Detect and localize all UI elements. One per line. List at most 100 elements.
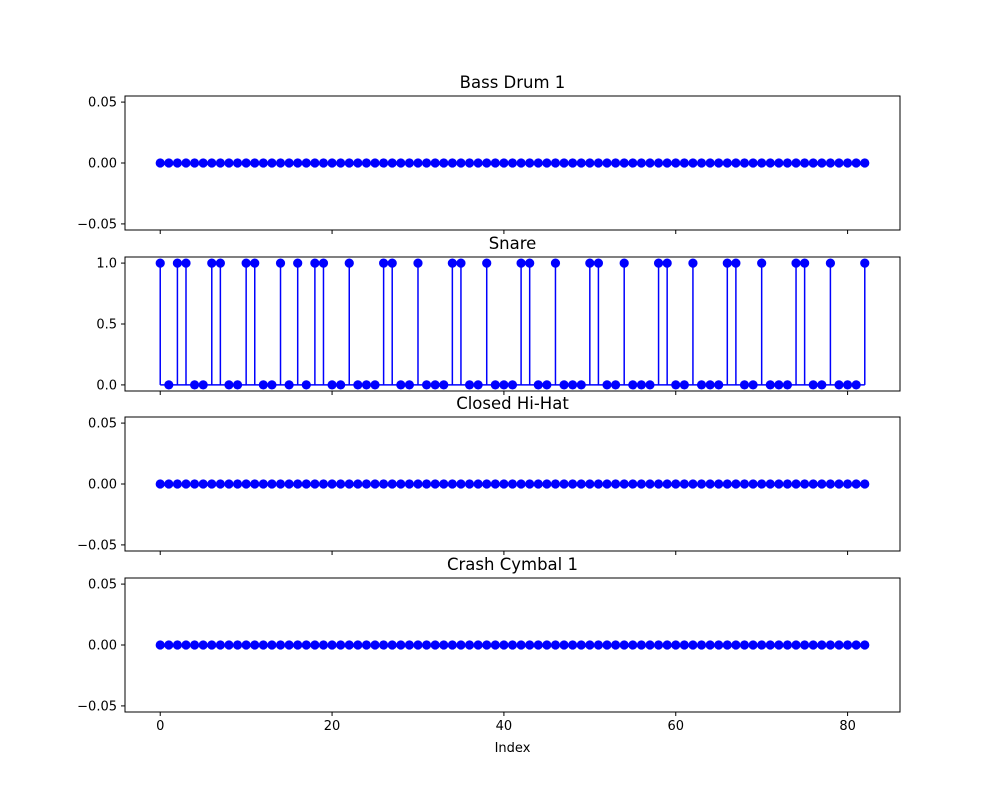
- stem-marker: [507, 158, 518, 168]
- stem-marker: [172, 640, 183, 650]
- stem-marker: [636, 380, 646, 390]
- stem-marker: [550, 640, 561, 650]
- stem-marker: [851, 380, 861, 390]
- panel-title: Crash Cymbal 1: [447, 555, 578, 574]
- y-tick-label: −0.05: [77, 217, 117, 232]
- stem-marker: [327, 640, 337, 650]
- stem-marker: [482, 258, 492, 268]
- stem-marker: [421, 380, 432, 390]
- stem-marker: [241, 640, 251, 650]
- stem-marker: [215, 640, 225, 650]
- stem-marker: [215, 158, 225, 168]
- stem-marker: [628, 380, 638, 390]
- stem-marker: [782, 479, 793, 489]
- stem-marker: [473, 640, 483, 650]
- stem-marker: [464, 640, 475, 650]
- stem-marker: [817, 640, 827, 650]
- stem-marker: [284, 380, 294, 390]
- stem-marker: [662, 479, 672, 489]
- stem-marker: [542, 158, 552, 168]
- stem-marker: [791, 479, 801, 489]
- stem-marker: [516, 479, 526, 489]
- stem-marker: [576, 479, 586, 489]
- stem-marker: [679, 479, 689, 489]
- stem-marker: [250, 640, 260, 650]
- stem-marker: [284, 640, 294, 650]
- stem-marker: [198, 640, 208, 650]
- stem-marker: [842, 158, 853, 168]
- y-tick-label: 0.05: [88, 578, 117, 593]
- stem-marker: [499, 158, 509, 168]
- stem-marker: [379, 640, 389, 650]
- stem-marker: [559, 640, 569, 650]
- stem-marker: [155, 258, 165, 268]
- stem-marker: [757, 640, 767, 650]
- stem-marker: [164, 479, 174, 489]
- stem-marker: [198, 380, 208, 390]
- axes-frame: [124, 95, 901, 231]
- stem-marker: [456, 258, 466, 268]
- stem-marker: [207, 640, 217, 650]
- stem-marker: [765, 479, 775, 489]
- stem-marker: [310, 258, 320, 268]
- stem-marker: [258, 158, 268, 168]
- stem-marker: [860, 158, 870, 168]
- stem-marker: [447, 258, 457, 268]
- stem-marker: [482, 640, 492, 650]
- stem-marker: [164, 380, 174, 390]
- stem-marker: [791, 640, 801, 650]
- stem-marker: [550, 158, 561, 168]
- stem-marker: [834, 380, 844, 390]
- stem-marker: [361, 640, 372, 650]
- stem-marker: [189, 479, 200, 489]
- stem-marker: [576, 380, 586, 390]
- stem-marker: [851, 479, 861, 489]
- stem-marker: [241, 258, 251, 268]
- stem-marker: [490, 158, 500, 168]
- stem-marker: [593, 640, 604, 650]
- stem-marker: [439, 380, 449, 390]
- stem-marker: [860, 479, 870, 489]
- stem-marker: [851, 158, 861, 168]
- stem-marker: [834, 158, 844, 168]
- stem-marker: [439, 640, 449, 650]
- stem-marker: [499, 479, 509, 489]
- panel-title: Closed Hi-Hat: [456, 394, 569, 413]
- stem-marker: [800, 479, 810, 489]
- stem-marker: [628, 640, 638, 650]
- stem-marker: [353, 158, 363, 168]
- stem-marker: [490, 479, 500, 489]
- stem-marker: [619, 640, 629, 650]
- stem-marker: [353, 640, 363, 650]
- stem-marker: [164, 640, 174, 650]
- stem-marker: [748, 380, 758, 390]
- stem-marker: [215, 258, 225, 268]
- stem-marker: [602, 479, 612, 489]
- stem-marker: [464, 380, 475, 390]
- stem-marker: [275, 258, 286, 268]
- stem-marker: [825, 258, 836, 268]
- stem-marker: [301, 640, 311, 650]
- stem-marker: [765, 158, 775, 168]
- stem-marker: [232, 479, 243, 489]
- panel-title: Snare: [489, 234, 537, 253]
- stem-marker: [705, 479, 715, 489]
- stem-marker: [336, 158, 346, 168]
- stem-marker: [421, 158, 432, 168]
- stem-marker: [207, 479, 217, 489]
- stem-marker: [765, 380, 775, 390]
- stem-marker: [439, 479, 449, 489]
- stem-marker: [507, 380, 518, 390]
- stem-marker: [817, 380, 827, 390]
- stem-marker: [232, 380, 243, 390]
- stem-marker: [611, 158, 621, 168]
- stem-marker: [404, 380, 414, 390]
- stem-marker: [825, 158, 836, 168]
- stem-marker: [327, 158, 337, 168]
- stem-marker: [387, 258, 397, 268]
- stem-marker: [842, 640, 853, 650]
- stem-marker: [215, 479, 225, 489]
- stem-marker: [696, 158, 707, 168]
- stem-marker: [705, 158, 715, 168]
- stem-marker: [533, 380, 543, 390]
